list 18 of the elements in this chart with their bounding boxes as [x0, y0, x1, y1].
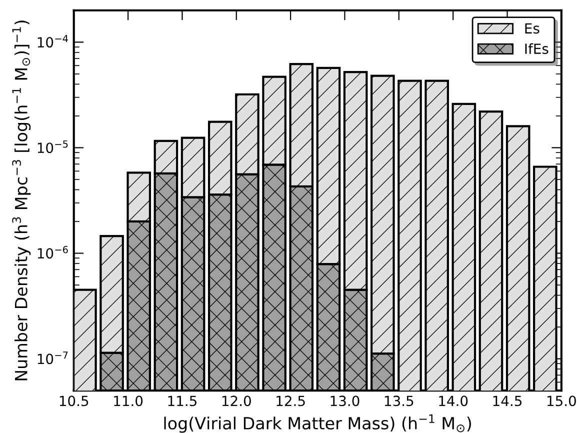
- x-tick-label: 12.5: [276, 396, 305, 406]
- x-tick-label: 11.0: [114, 396, 143, 406]
- x-tick-label: 12.0: [222, 396, 251, 406]
- x-tick-label: 11.5: [168, 396, 196, 406]
- x-tick-label: 10.5: [60, 396, 88, 406]
- y-tick-label: 10$^{−5}$: [38, 140, 68, 154]
- legend-label: Es: [525, 23, 540, 34]
- legend-label: IfEs: [525, 43, 548, 54]
- x-axis-title: log(Virial Dark Matter Mass) (h$^{−1}$ M$_{⊙}$): [164, 414, 471, 433]
- text: Number Density (h$^{3}$ Mpc$^{−3}$ [log(h$^{−1}$ M$_{⊙}$)]$^{−1}$): [12, 20, 31, 380]
- x-tick-label: 13.0: [330, 396, 360, 406]
- x-tick-label: 13.5: [384, 396, 414, 406]
- y-tick-label: 10$^{−6}$: [38, 246, 68, 259]
- x-tick-label: 15.0: [547, 396, 576, 406]
- y-tick-label: 10$^{−4}$: [38, 34, 68, 48]
- x-tick-label: 14.5: [493, 396, 522, 406]
- y-tick-label: 10$^{−7}$: [38, 352, 68, 364]
- x-tick-label: 14.0: [439, 396, 468, 406]
